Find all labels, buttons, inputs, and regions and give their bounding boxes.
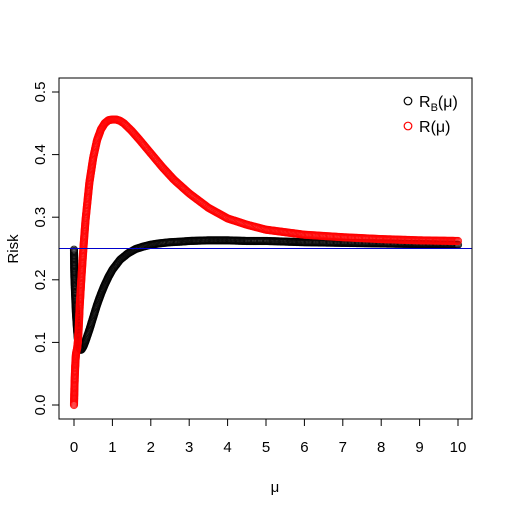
- legend-marker: [403, 96, 413, 106]
- legend: RB(μ) R(μ): [403, 94, 458, 136]
- y-tick-label: 0.3: [32, 207, 49, 228]
- x-tick-label: 9: [415, 439, 423, 456]
- legend-item: R(μ): [403, 119, 450, 136]
- x-tick-label: 1: [108, 439, 116, 456]
- legend-marker: [403, 121, 413, 131]
- y-tick-label: 0.2: [32, 269, 49, 290]
- legend-label: RB(μ): [419, 94, 458, 114]
- series-2-points: [69, 115, 463, 410]
- legend-label: R(μ): [419, 119, 450, 136]
- data-point: [453, 236, 463, 246]
- x-tick-label: 10: [450, 439, 467, 456]
- x-tick-label: 4: [223, 439, 231, 456]
- x-tick-label: 0: [70, 439, 78, 456]
- x-tick-label: 6: [300, 439, 308, 456]
- x-axis-label: μ: [271, 479, 280, 496]
- x-tick-label: 8: [377, 439, 385, 456]
- x-tick-label: 2: [147, 439, 155, 456]
- x-axis: 0 1 2 3 4 5 6 7 8 9 10: [70, 418, 467, 456]
- y-axis-label: Risk: [5, 234, 22, 264]
- y-tick-label: 0.0: [32, 395, 49, 416]
- y-tick-label: 0.4: [32, 144, 49, 165]
- x-tick-label: 5: [262, 439, 270, 456]
- y-tick-label: 0.1: [32, 332, 49, 353]
- y-tick-label: 0.5: [32, 82, 49, 103]
- legend-item: RB(μ): [403, 94, 458, 114]
- x-tick-label: 3: [185, 439, 193, 456]
- x-tick-label: 7: [339, 439, 347, 456]
- y-axis: 0.0 0.1 0.2 0.3 0.4 0.5: [32, 82, 60, 416]
